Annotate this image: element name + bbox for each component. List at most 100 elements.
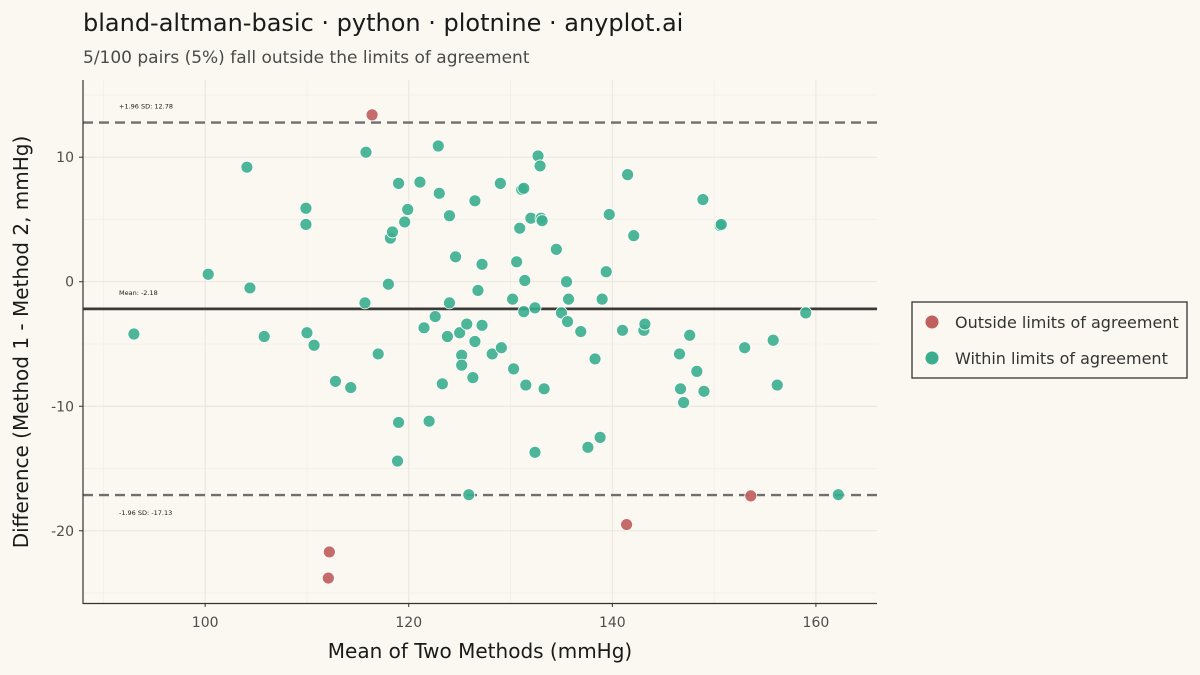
point-within-limits [475, 257, 489, 271]
legend-swatch-within [925, 351, 939, 365]
point-within-limits [417, 321, 431, 335]
point-within-limits [517, 181, 531, 195]
point-within-limits [770, 378, 784, 392]
point-within-limits [507, 362, 520, 376]
point-within-limits [555, 306, 568, 320]
x-tick-label: 140 [599, 615, 626, 631]
point-within-limits [517, 305, 531, 319]
point-within-limits [307, 338, 321, 352]
point-within-limits [673, 347, 686, 361]
point-within-limits [621, 168, 635, 182]
y-tick-label: -20 [51, 524, 74, 540]
point-outside-limits [365, 108, 379, 122]
point-outside-limits [321, 571, 335, 585]
point-within-limits [428, 310, 442, 323]
y-axis-title: Difference (Method 1 - Method 2, mmHg) [9, 136, 33, 549]
legend-box [911, 301, 1188, 379]
point-within-limits [602, 208, 616, 221]
point-within-limits [494, 341, 508, 355]
point-within-limits [386, 225, 399, 239]
point-within-limits [240, 160, 254, 174]
point-within-limits [127, 327, 141, 341]
point-within-limits [593, 430, 607, 444]
point-within-limits [485, 347, 499, 361]
point-within-limits [431, 139, 445, 153]
x-tick-label: 160 [803, 615, 830, 631]
point-within-limits [549, 242, 563, 256]
point-within-limits [562, 292, 575, 306]
point-outside-limits [744, 489, 758, 503]
point-within-limits [462, 488, 476, 502]
point-within-limits [443, 209, 456, 223]
point-within-limits [299, 201, 313, 215]
point-within-limits [581, 440, 595, 454]
point-within-limits [398, 215, 412, 229]
point-within-limits [535, 214, 549, 228]
reference-line-label: -1.96 SD: -17.13 [119, 509, 172, 517]
x-tick-label: 120 [395, 615, 422, 631]
chart-subtitle: 5/100 pairs (5%) fall outside the limits… [83, 48, 530, 68]
point-within-limits [690, 364, 704, 378]
point-within-limits [443, 296, 456, 310]
point-within-limits [574, 325, 588, 338]
point-within-limits [766, 333, 780, 347]
x-tick-label: 100 [192, 615, 219, 631]
point-within-limits [588, 352, 602, 366]
point-within-limits [518, 274, 532, 287]
point-within-limits [243, 281, 257, 295]
y-tick-label: -10 [51, 399, 74, 415]
point-within-limits [468, 335, 482, 348]
point-within-limits [422, 414, 436, 428]
point-within-limits [201, 267, 215, 281]
point-within-limits [831, 488, 845, 502]
legend-swatch-outside [925, 315, 939, 329]
point-within-limits [300, 326, 314, 340]
point-within-limits [401, 203, 415, 216]
point-within-limits [638, 317, 652, 331]
data-points [127, 108, 845, 585]
point-within-limits [358, 296, 372, 310]
point-within-limits [460, 317, 474, 331]
point-within-limits [344, 381, 358, 394]
point-within-limits [466, 371, 480, 385]
point-within-limits [468, 194, 482, 208]
x-axis-title: Mean of Two Methods (mmHg) [328, 639, 632, 663]
point-within-limits [371, 347, 385, 361]
point-within-limits [359, 145, 373, 159]
point-within-limits [392, 176, 405, 190]
y-tick-label: 0 [65, 275, 74, 291]
legend-label-within: Within limits of agreement [955, 349, 1168, 368]
point-within-limits [381, 277, 395, 291]
reference-line-label: +1.96 SD: 12.78 [119, 103, 173, 111]
axis-ticks: 100 120 140 160 -20 -10 0 10 [51, 150, 829, 631]
legend-item-outside: Outside limits of agreement [925, 313, 1179, 332]
point-within-limits [738, 341, 752, 355]
point-within-limits [714, 218, 728, 231]
point-within-limits [506, 292, 519, 306]
point-within-limits [435, 377, 449, 391]
point-within-limits [455, 358, 469, 372]
point-within-limits [677, 396, 690, 409]
point-within-limits [528, 301, 542, 315]
point-within-limits [453, 326, 467, 340]
point-within-limits [627, 229, 641, 243]
point-within-limits [329, 374, 342, 388]
point-within-limits [391, 454, 404, 468]
point-within-limits [299, 218, 313, 231]
point-outside-limits [322, 545, 336, 559]
point-within-limits [257, 330, 271, 343]
point-within-limits [413, 175, 427, 189]
point-within-limits [493, 176, 507, 190]
point-within-limits [392, 416, 405, 429]
point-within-limits [513, 221, 527, 235]
point-within-limits [519, 378, 533, 392]
gridlines [83, 80, 877, 603]
point-within-limits [560, 275, 573, 289]
point-within-limits [697, 384, 711, 398]
legend-label-outside: Outside limits of agreement [955, 313, 1179, 332]
legend: Outside limits of agreement Within limit… [911, 301, 1188, 379]
point-within-limits [561, 315, 574, 328]
chart-title: bland-altman-basic · python · plotnine ·… [83, 9, 683, 37]
point-within-limits [471, 284, 485, 297]
